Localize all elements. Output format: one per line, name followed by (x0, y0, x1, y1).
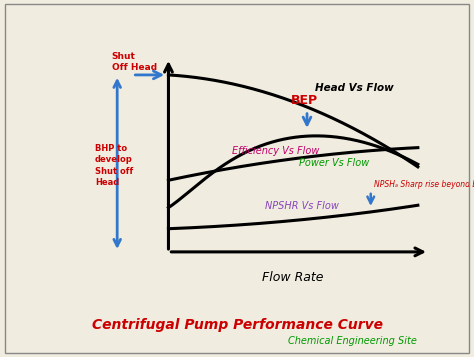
Text: BEP: BEP (291, 94, 318, 107)
Text: NPSHₐ Sharp rise beyond BEP: NPSHₐ Sharp rise beyond BEP (374, 180, 474, 189)
Text: Shut
Off Head: Shut Off Head (112, 52, 157, 72)
Text: Chemical Engineering Site: Chemical Engineering Site (288, 336, 417, 346)
Text: Head Vs Flow: Head Vs Flow (315, 82, 394, 92)
Text: BHP to
develop
Shut off
Head: BHP to develop Shut off Head (95, 144, 133, 187)
Text: NPSHR Vs Flow: NPSHR Vs Flow (265, 201, 339, 211)
Text: Power Vs Flow: Power Vs Flow (299, 159, 369, 169)
Text: Flow Rate: Flow Rate (263, 271, 324, 284)
Text: Centrifugal Pump Performance Curve: Centrifugal Pump Performance Curve (91, 318, 383, 332)
Text: Efficiency Vs Flow: Efficiency Vs Flow (232, 146, 319, 156)
